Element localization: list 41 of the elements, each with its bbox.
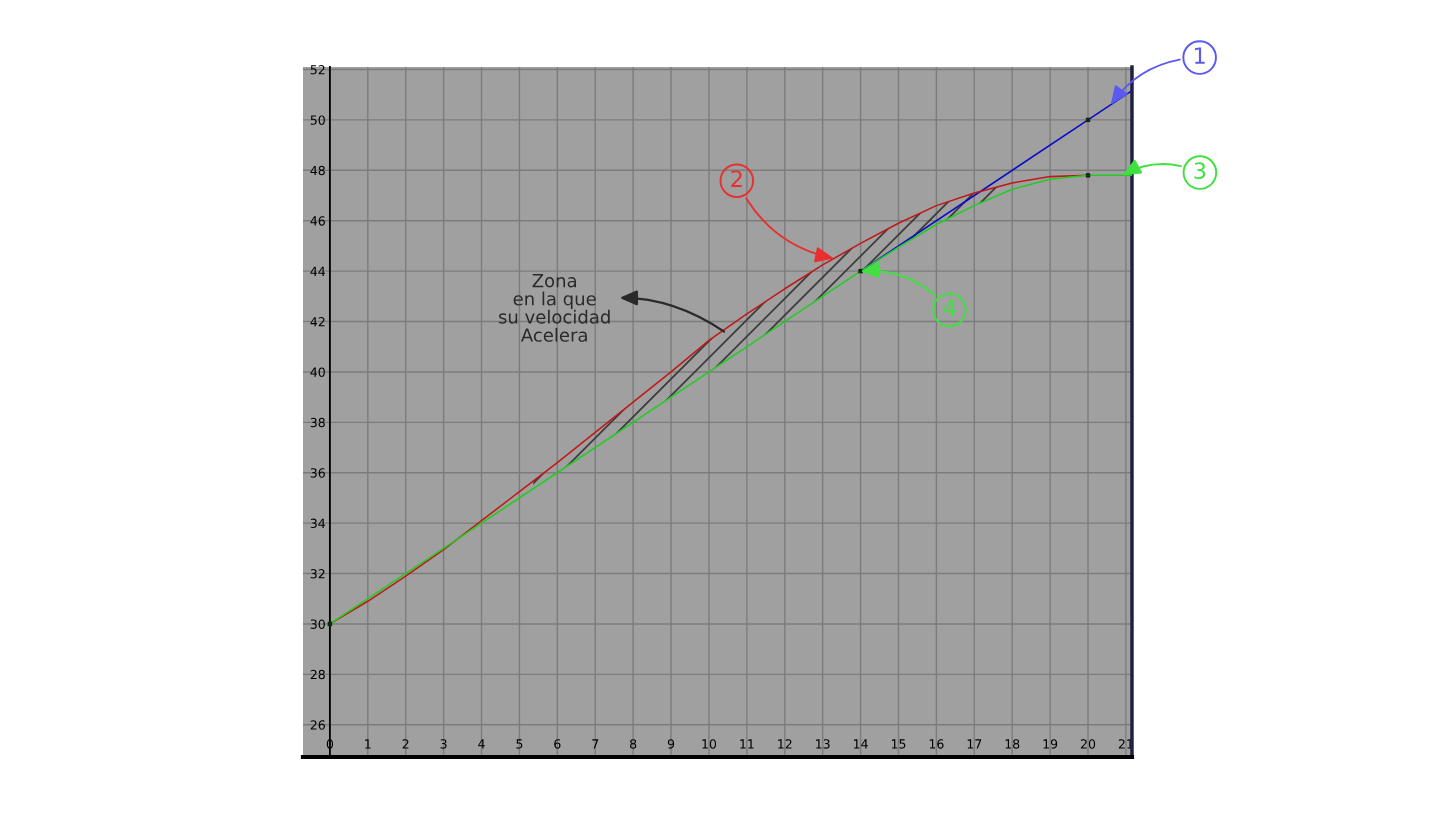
- x-tick-label: 18: [1005, 739, 1020, 749]
- x-tick-label: 13: [816, 739, 830, 749]
- annotation: 3: [1194, 162, 1206, 180]
- y-tick-label: 50: [310, 115, 325, 125]
- x-tick-label: 1: [365, 739, 371, 749]
- x-tick-label: 15: [891, 739, 906, 749]
- y-tick-label: 30: [310, 619, 325, 629]
- annotation: 2: [731, 170, 742, 187]
- y-tick-label: 28: [310, 669, 325, 680]
- annotation: 4: [943, 299, 956, 317]
- y-tick-label: 42: [310, 317, 325, 327]
- x-tick-label: 16: [929, 739, 944, 749]
- y-tick-label: 52: [310, 64, 325, 75]
- y-tick-label: 32: [310, 569, 325, 579]
- y-tick-label: 44: [310, 266, 326, 276]
- x-tick-label: 9: [667, 739, 675, 749]
- y-tick-label: 40: [310, 367, 325, 377]
- x-tick-label: 7: [592, 739, 599, 749]
- y-tick-label: 46: [310, 216, 325, 226]
- x-tick-label: 6: [554, 739, 561, 749]
- y-tick-label: 48: [310, 165, 325, 176]
- point: [858, 268, 863, 274]
- y-tick-label: 26: [310, 720, 325, 730]
- x-tick-label: 4: [478, 739, 485, 749]
- annotation: 1: [1195, 47, 1205, 64]
- x-tick-label: 2: [402, 739, 409, 749]
- x-tick-label: 14: [854, 739, 868, 749]
- y-tick-label: 38: [310, 417, 325, 428]
- x-tick-label: 11: [740, 739, 754, 749]
- point: [1085, 173, 1091, 178]
- x-tick-label: 5: [516, 739, 523, 749]
- x-tick-label: 10: [702, 739, 717, 749]
- annotation: Zona en la que su velocidad Acelera: [498, 273, 610, 342]
- x-tick-label: 19: [1043, 739, 1058, 749]
- x-tick-label: 12: [778, 739, 792, 749]
- x-tick-label: 17: [967, 739, 982, 749]
- x-tick-label: 3: [440, 739, 447, 749]
- x-tick-label: 8: [630, 739, 637, 749]
- y-tick-label: 36: [310, 468, 325, 478]
- x-tick-label: 20: [1080, 739, 1096, 749]
- y-tick-label: 34: [310, 518, 326, 529]
